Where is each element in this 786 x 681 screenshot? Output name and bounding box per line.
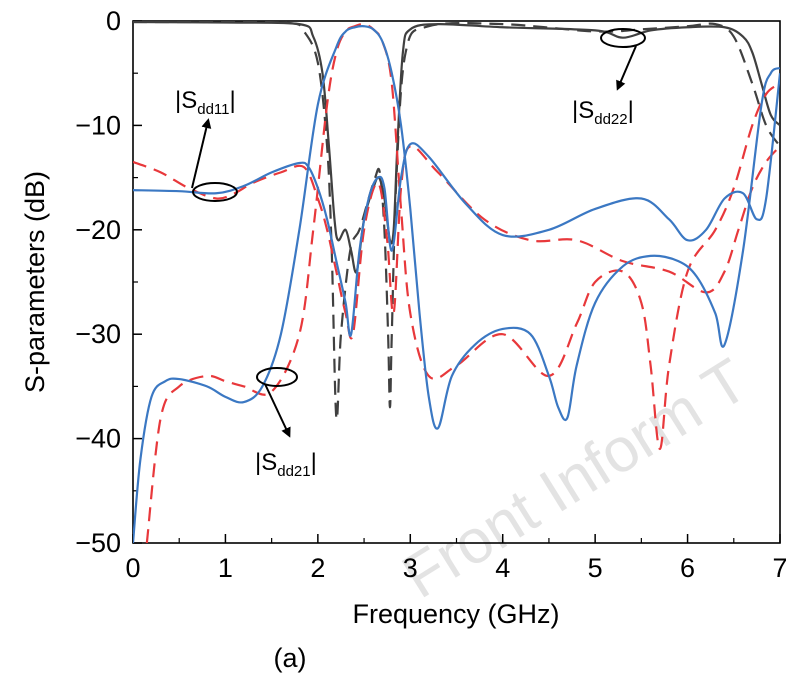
series-line-sdd22_sim — [133, 21, 780, 274]
y-axis-title: S-parameters (dB) — [20, 171, 50, 393]
y-tick-label: −30 — [75, 319, 121, 349]
series-line-sdd11_sim — [133, 73, 780, 337]
x-tick-label: 2 — [310, 553, 325, 583]
x-tick-label: 1 — [218, 553, 233, 583]
watermark-text: Front Inform T — [391, 346, 760, 612]
annotation-ellipse-sdd22 — [600, 28, 646, 48]
x-axis-title: Frequency (GHz) — [352, 599, 559, 629]
x-tick-label: 0 — [125, 553, 140, 583]
x-tick-label: 5 — [588, 553, 603, 583]
label-sdd11: |Sdd11| — [175, 87, 236, 118]
annotation-arrow-sdd21 — [264, 383, 291, 438]
annotation-arrow-sdd22 — [616, 45, 637, 91]
annotation-ellipse-sdd21 — [256, 367, 298, 387]
annotation-arrow-sdd11 — [191, 118, 212, 189]
x-tick-label: 7 — [772, 553, 786, 583]
series-line-sdd11_meas — [133, 145, 780, 340]
series-layer — [133, 21, 780, 543]
annotation-ellipse-sdd11 — [192, 182, 238, 202]
label-sdd22: |Sdd22| — [572, 97, 634, 128]
x-tick-label: 6 — [680, 553, 695, 583]
series-line-sdd22_meas — [133, 21, 780, 421]
x-tick-label: 3 — [403, 553, 418, 583]
annotation-sdd11: |Sdd11| — [175, 87, 238, 202]
annotation-sdd21: |Sdd21| — [255, 367, 317, 480]
x-tick-label: 4 — [495, 553, 510, 583]
y-tick-label: −20 — [75, 215, 121, 245]
axis-ticks: 0 1 2 3 4 5 6 7 0 −10 −20 −30 −40 −50 — [75, 6, 786, 583]
series-line-sdd21_meas — [145, 22, 780, 543]
y-tick-label: −40 — [75, 424, 121, 454]
y-tick-label: −50 — [75, 528, 121, 558]
y-tick-label: 0 — [106, 6, 121, 36]
y-tick-label: −10 — [75, 110, 121, 140]
label-sdd21: |Sdd21| — [255, 449, 317, 480]
annotation-sdd22: |Sdd22| — [572, 28, 646, 128]
series-line-sdd21_sim — [133, 25, 780, 543]
figure-caption: (a) — [274, 643, 307, 673]
